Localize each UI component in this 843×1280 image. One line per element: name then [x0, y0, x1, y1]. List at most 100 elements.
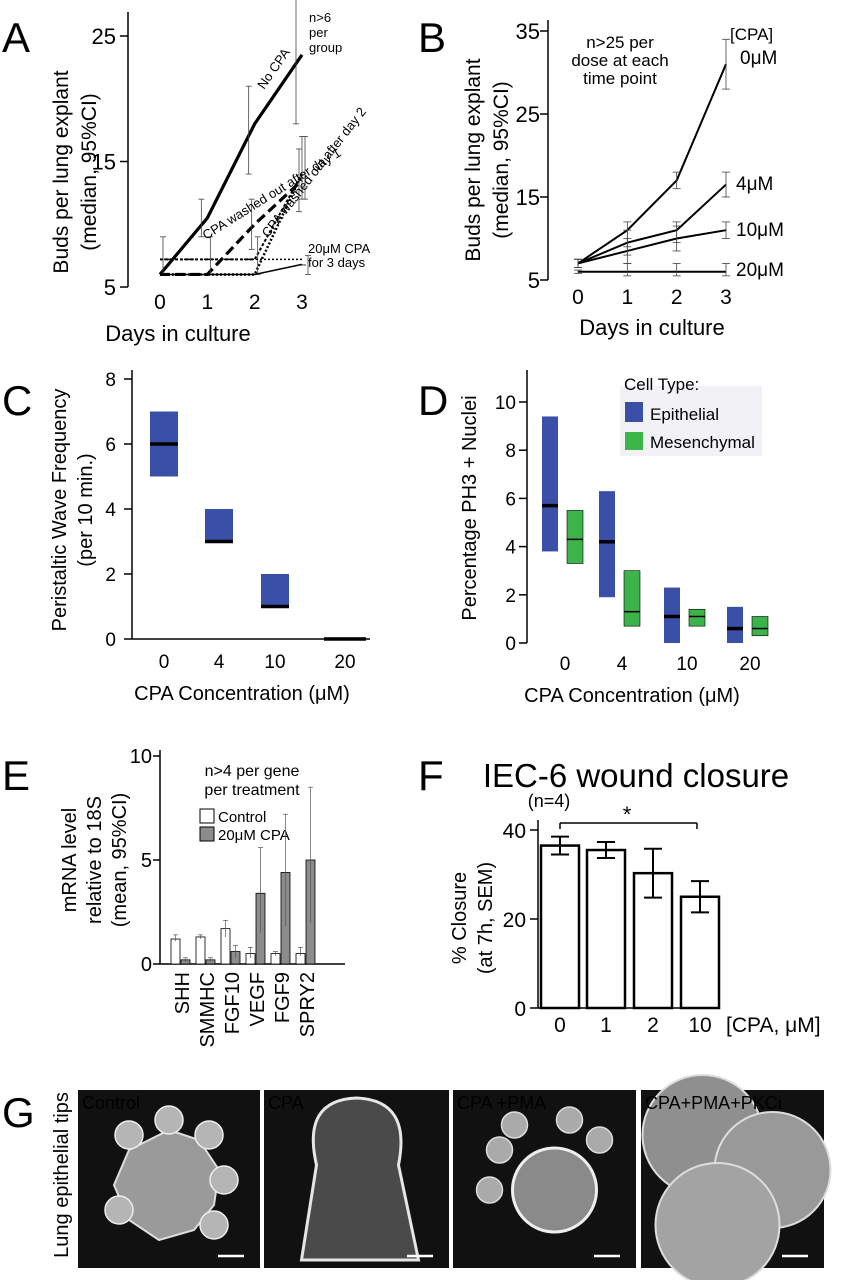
panel-label-b: B — [418, 14, 446, 61]
y-tick-label-f: 40 — [503, 820, 526, 843]
series-line-b — [577, 63, 727, 265]
tissue-bud — [114, 1120, 144, 1150]
y-tick-label-f: 20 — [503, 909, 526, 932]
y-axis-label-e: mRNA level relative to 18S (mean, 95%CI) — [59, 793, 131, 928]
tissue-bud — [199, 1210, 229, 1240]
bar-f — [585, 848, 627, 1010]
box-d — [599, 491, 615, 598]
series-label-b: 0μM — [740, 48, 777, 69]
bar-e — [170, 938, 181, 965]
box-d — [542, 416, 558, 552]
legend-title-b: [CPA] — [730, 25, 773, 44]
x-axis-label-d: CPA Concentration (μM) — [524, 685, 740, 707]
x-tick-label-c: 20 — [334, 652, 355, 673]
x-tick-label-a: 2 — [249, 291, 261, 314]
gene-label-e: SPRY2 — [297, 972, 319, 1037]
panel-g: G Lung epithelial tips Control CPA CPA +PMA C… — [2, 1074, 832, 1280]
box-d — [566, 510, 584, 564]
y-axis-label-f: % Closure (at 7h, SEM) — [449, 862, 497, 974]
gene-label-e: SHH — [172, 972, 194, 1014]
y-tick-label-c: 4 — [105, 500, 116, 521]
y-axis-label-d: Percentage PH3 + Nuclei — [459, 395, 481, 620]
panel-label-e: E — [2, 752, 30, 799]
y-tick-label-b: 25 — [516, 102, 540, 127]
legend-label-epithelial: Epithelial — [650, 405, 719, 424]
legend-swatch-epithelial — [625, 402, 643, 422]
y-axis-label-c: Peristaltic Wave Frequency (per 10 min.) — [49, 389, 97, 632]
x-axis-label-f: [CPA, μM] — [726, 1014, 821, 1037]
x-tick-label-f: 1 — [600, 1014, 612, 1037]
x-tick-label-b: 0 — [572, 286, 584, 309]
tissue-bud — [194, 1120, 224, 1150]
y-tick-label-d: 10 — [495, 393, 516, 414]
y-tick-label-b: 5 — [528, 268, 540, 293]
side-label-g: Lung epithelial tips — [51, 1092, 73, 1258]
panel-label-f: F — [418, 752, 444, 799]
box-c — [261, 574, 289, 607]
y-axis-label-b: Buds per lung explant (median, 95%CI) — [462, 58, 513, 261]
x-tick-label-b: 2 — [671, 286, 683, 309]
x-axis-label-b: Days in culture — [579, 315, 725, 340]
series-label-b: 10μM — [736, 220, 784, 241]
tissue-shape — [112, 1128, 221, 1242]
box-d — [688, 608, 706, 627]
y-tick-label-b: 15 — [516, 185, 540, 210]
y-axis-label-a: Buds per lung explant (median, 95%CI) — [50, 70, 101, 273]
x-tick-label-b: 3 — [720, 286, 732, 309]
x-tick-label-d: 10 — [676, 654, 697, 675]
tissue-bud — [585, 1126, 614, 1154]
image-caption: CPA +PMA — [457, 1093, 546, 1113]
panel-f: F IEC-6 wound closure(n=4) 0 20 40 0 1 2 10 [CPA,… — [418, 752, 821, 1037]
gene-label-e: VEGF — [247, 972, 269, 1026]
note-a: n>6 per group — [309, 10, 342, 55]
tissue-bud — [209, 1165, 239, 1195]
series-label-b: 20μM — [736, 260, 784, 281]
x-tick-label-f: 10 — [688, 1014, 711, 1037]
y-tick-label-c: 6 — [105, 435, 116, 456]
image-caption: CPA — [268, 1093, 304, 1113]
significance-mark: * — [623, 802, 632, 827]
x-tick-label-d: 20 — [739, 654, 760, 675]
x-tick-label-a: 1 — [201, 291, 213, 314]
y-tick-label-f: 0 — [514, 998, 526, 1021]
series-line-a — [160, 263, 303, 276]
legend-label-control: Control — [218, 809, 266, 826]
annotation-day2: CPA washed out after day 2 — [259, 104, 369, 239]
chart-title-f: IEC-6 wound closure — [483, 757, 789, 794]
gene-label-e: SMMHC — [197, 972, 219, 1048]
y-tick-label-c: 0 — [105, 630, 116, 651]
x-tick-label-c: 10 — [264, 652, 285, 673]
tissue-shape — [654, 1162, 781, 1280]
image-caption: CPA+PMA+PKCi — [645, 1093, 782, 1113]
box-d — [623, 570, 641, 627]
y-tick-label-a: 5 — [104, 275, 116, 300]
bar-f — [679, 895, 721, 1010]
series-line-a — [160, 173, 303, 261]
x-tick-label-f: 2 — [647, 1014, 659, 1037]
legend-title-d: Cell Type: — [624, 375, 699, 394]
y-tick-label-b: 35 — [516, 19, 540, 44]
x-tick-label-b: 1 — [621, 286, 633, 309]
box-d — [727, 606, 743, 643]
box-d — [751, 616, 769, 637]
box-c — [205, 509, 233, 542]
y-tick-label-d: 8 — [505, 441, 516, 462]
panel-e: E 0 5 10 mRNA level relative to 18S (mean, 95%… — [2, 746, 345, 1048]
y-tick-label-a: 15 — [92, 150, 116, 175]
annotation-cpa3: 20μM CPA for 3 days — [308, 241, 370, 270]
y-tick-label-d: 6 — [505, 489, 516, 510]
x-axis-label-a: Days in culture — [105, 321, 251, 346]
panel-a: A 5 15 25 0 1 2 3 Days in culture Buds per lung e… — [2, 0, 370, 346]
legend-swatch-cpa — [199, 826, 215, 842]
panel-label-g: G — [2, 1089, 35, 1136]
image-caption: Control — [82, 1093, 140, 1113]
tissue-bud — [485, 1136, 514, 1164]
chart-subtitle-f: (n=4) — [528, 791, 571, 811]
y-tick-label-e: 10 — [130, 746, 152, 768]
tissue-bud — [475, 1176, 504, 1204]
tissue-shape — [511, 1146, 598, 1234]
y-tick-label-d: 4 — [505, 538, 516, 559]
series-line-a — [158, 53, 304, 276]
note-e: n>4 per gene per treatment — [204, 763, 300, 799]
